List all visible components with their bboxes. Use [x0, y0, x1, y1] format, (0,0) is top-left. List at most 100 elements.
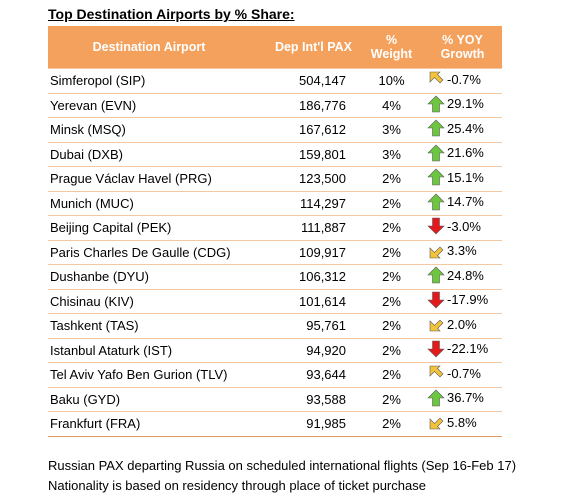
cell-pax: 167,612 [250, 117, 360, 143]
growth-value: -22.1% [447, 341, 489, 357]
table-row: Munich (MUC) 114,297 2% 14.7% [48, 191, 502, 216]
cell-pax: 159,801 [250, 142, 360, 167]
table-row: Istanbul Ataturk (IST) 94,920 2% -22.1% [48, 338, 502, 363]
cell-weight: 2% [360, 338, 423, 363]
growth-indicator: 14.7% [427, 193, 484, 211]
footnote-scope: Russian PAX departing Russia on schedule… [48, 458, 517, 473]
table-row: Baku (GYD) 93,588 2% 36.7% [48, 387, 502, 412]
growth-value: 24.8% [447, 267, 484, 283]
arrow-down-icon [427, 340, 445, 358]
arrow-diagonal-up-icon [429, 246, 444, 259]
cell-growth: -0.7% [423, 68, 502, 94]
cell-weight: 2% [360, 289, 423, 314]
growth-indicator: -0.7% [427, 70, 481, 88]
cell-weight: 2% [360, 215, 423, 241]
cell-growth: 36.7% [423, 387, 502, 412]
arrow-down-icon [427, 217, 445, 235]
arrow-up-icon [427, 266, 445, 284]
cell-weight: 2% [360, 264, 423, 290]
cell-pax: 101,614 [250, 289, 360, 314]
table-row: Paris Charles De Gaulle (CDG) 109,917 2% 3.… [48, 240, 502, 265]
arrow-diagonal-down-icon [429, 71, 444, 84]
growth-indicator: 2.0% [427, 315, 477, 333]
cell-airport: Minsk (MSQ) [48, 117, 250, 143]
header-growth-line2: Growth [440, 47, 485, 61]
cell-weight: 2% [360, 240, 423, 265]
growth-indicator: -0.7% [427, 364, 481, 382]
growth-indicator: 15.1% [427, 168, 484, 186]
cell-airport: Dubai (DXB) [48, 142, 250, 167]
growth-indicator: 24.8% [427, 266, 484, 284]
footnote-nationality: Nationality is based on residency throug… [48, 478, 426, 493]
growth-value: 25.4% [447, 120, 484, 136]
cell-growth: 2.0% [423, 313, 502, 339]
table-row: Beijing Capital (PEK) 111,887 2% -3.0% [48, 215, 502, 241]
table-row: Minsk (MSQ) 167,612 3% 25.4% [48, 117, 502, 143]
cell-airport: Chisinau (KIV) [48, 289, 250, 314]
header-growth-line1: % YOY [442, 33, 483, 47]
growth-value: 5.8% [447, 414, 477, 430]
cell-growth: 3.3% [423, 240, 502, 265]
cell-pax: 91,985 [250, 411, 360, 437]
cell-airport: Istanbul Ataturk (IST) [48, 338, 250, 363]
cell-airport: Yerevan (EVN) [48, 93, 250, 118]
arrow-down-icon [427, 291, 445, 309]
growth-value: 14.7% [447, 194, 484, 210]
table-title: Top Destination Airports by % Share: [48, 6, 295, 22]
cell-airport: Tashkent (TAS) [48, 313, 250, 339]
header-destination-airport: Destination Airport [48, 26, 250, 69]
table-row: Chisinau (KIV) 101,614 2% -17.9% [48, 289, 502, 314]
cell-pax: 186,776 [250, 93, 360, 118]
cell-airport: Frankfurt (FRA) [48, 411, 250, 437]
cell-pax: 111,887 [250, 215, 360, 241]
cell-growth: 24.8% [423, 264, 502, 290]
header-yoy-growth: % YOY Growth [423, 26, 502, 69]
table-row: Dubai (DXB) 159,801 3% 21.6% [48, 142, 502, 167]
growth-value: 29.1% [447, 96, 484, 112]
cell-airport: Paris Charles De Gaulle (CDG) [48, 240, 250, 265]
cell-growth: 15.1% [423, 166, 502, 192]
header-weight-line2: Weight [370, 47, 413, 61]
arrow-diagonal-up-icon [429, 417, 444, 430]
cell-growth: -22.1% [423, 338, 502, 363]
cell-weight: 2% [360, 191, 423, 216]
table-row: Dushanbe (DYU) 106,312 2% 24.8% [48, 264, 502, 290]
growth-value: 36.7% [447, 390, 484, 406]
growth-value: -17.9% [447, 292, 489, 308]
cell-weight: 3% [360, 117, 423, 143]
cell-growth: 25.4% [423, 117, 502, 143]
growth-indicator: 21.6% [427, 144, 484, 162]
growth-indicator: -17.9% [427, 291, 488, 309]
arrow-up-icon [427, 168, 445, 186]
growth-value: -0.7% [447, 71, 481, 87]
cell-pax: 504,147 [250, 68, 360, 94]
header-dep-intl-pax: Dep Int'l PAX [250, 26, 360, 69]
table-row: Yerevan (EVN) 186,776 4% 29.1% [48, 93, 502, 118]
arrow-diagonal-down-icon [429, 365, 444, 378]
table-header-row: Destination Airport Dep Int'l PAX % Weig… [48, 26, 502, 69]
cell-airport: Tel Aviv Yafo Ben Gurion (TLV) [48, 362, 250, 388]
cell-growth: 5.8% [423, 411, 502, 437]
cell-pax: 123,500 [250, 166, 360, 192]
header-weight: % Weight [360, 26, 423, 69]
table-row: Frankfurt (FRA) 91,985 2% 5.8% [48, 411, 502, 437]
cell-weight: 2% [360, 362, 423, 388]
cell-airport: Prague Václav Havel (PRG) [48, 166, 250, 192]
arrow-up-icon [427, 389, 445, 407]
growth-indicator: 3.3% [427, 242, 477, 260]
arrow-up-icon [427, 95, 445, 113]
growth-indicator: 25.4% [427, 119, 484, 137]
cell-weight: 2% [360, 387, 423, 412]
arrow-diagonal-up-icon [429, 319, 444, 332]
destination-airports-table: Destination Airport Dep Int'l PAX % Weig… [48, 26, 502, 437]
growth-value: 21.6% [447, 145, 484, 161]
cell-growth: -3.0% [423, 215, 502, 241]
cell-weight: 3% [360, 142, 423, 167]
growth-indicator: -3.0% [427, 217, 481, 235]
growth-value: -3.0% [447, 218, 481, 234]
cell-weight: 10% [360, 68, 423, 94]
growth-value: -0.7% [447, 365, 481, 381]
growth-indicator: -22.1% [427, 340, 488, 358]
growth-indicator: 29.1% [427, 95, 484, 113]
growth-value: 3.3% [447, 243, 477, 259]
